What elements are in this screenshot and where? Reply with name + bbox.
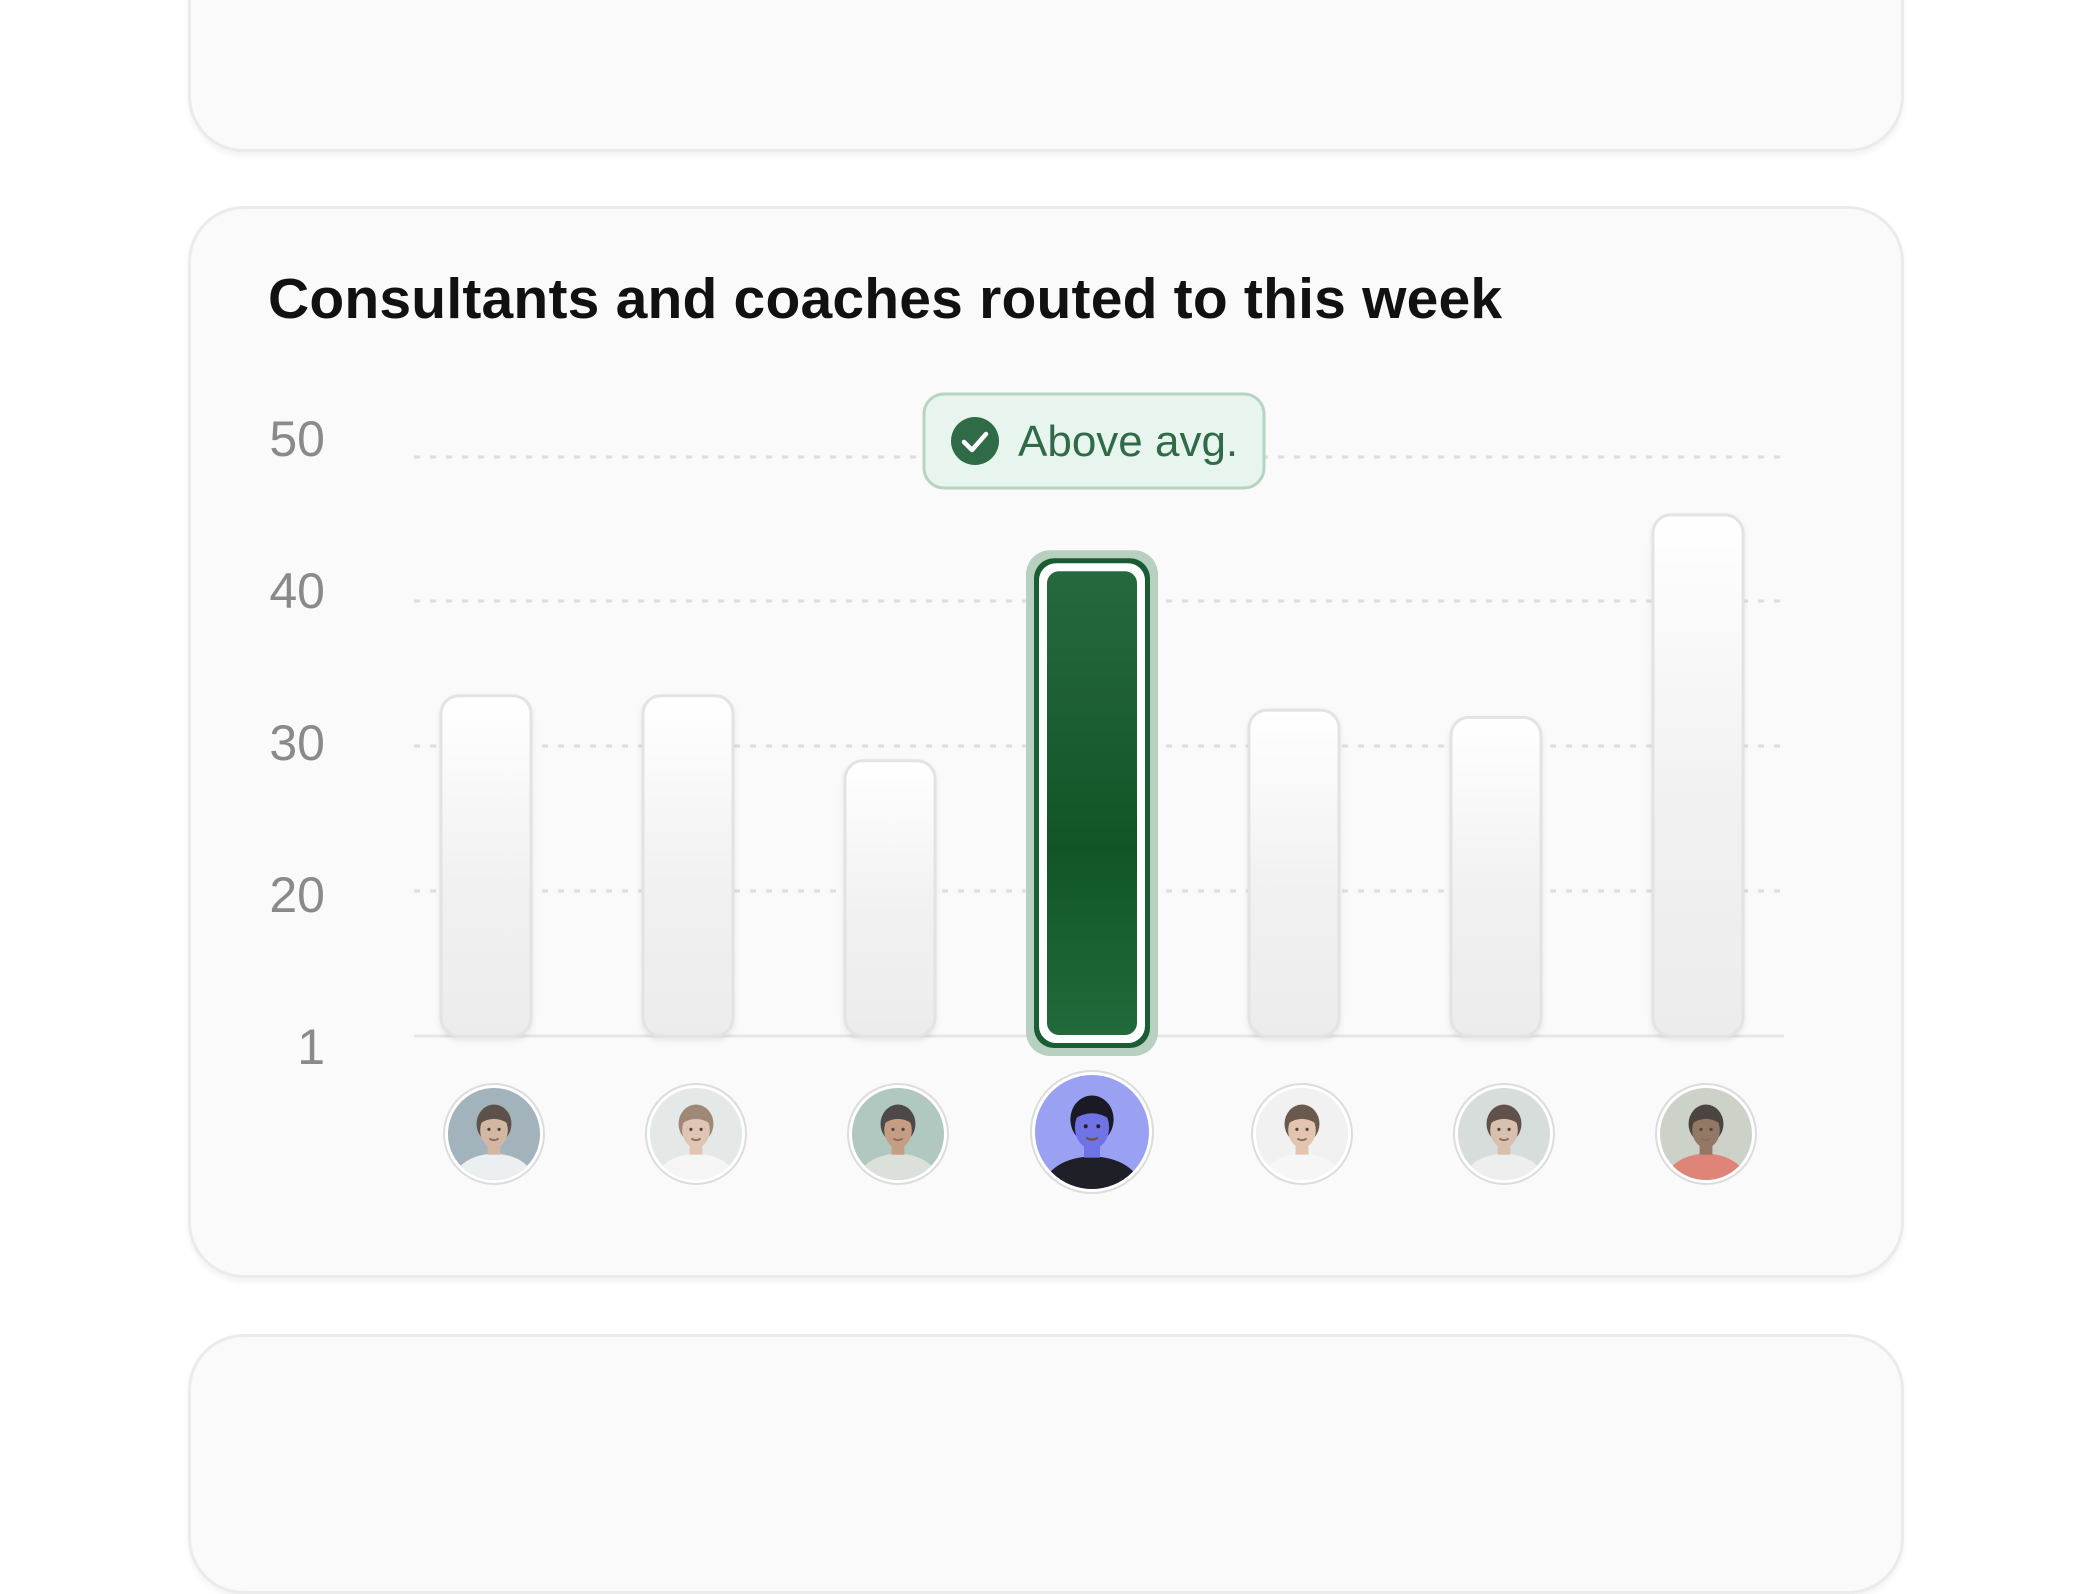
bar[interactable]	[1026, 550, 1158, 1056]
y-axis-ticks: 1 20 30 40 50	[269, 411, 325, 1075]
bars	[439, 513, 1745, 1056]
bar[interactable]	[1449, 715, 1543, 1038]
bar-chart: 1 20 30 40 50 Above avg.	[269, 392, 1784, 1219]
check-circle-icon	[951, 417, 999, 465]
next-card	[188, 1334, 1904, 1594]
bar[interactable]	[843, 759, 937, 1038]
annotation-label: Above avg.	[1018, 417, 1238, 466]
person-avatar-icon[interactable]	[645, 1083, 747, 1204]
person-avatar-icon[interactable]	[443, 1083, 545, 1204]
bar[interactable]	[1247, 708, 1341, 1038]
y-tick-label: 1	[297, 1019, 325, 1075]
y-tick-label: 20	[269, 867, 325, 923]
person-avatar-icon[interactable]	[1453, 1083, 1555, 1204]
person-avatar-icon[interactable]	[1030, 1070, 1154, 1219]
y-tick-label: 30	[269, 715, 325, 771]
bar[interactable]	[641, 694, 735, 1038]
person-avatar-icon[interactable]	[1251, 1083, 1353, 1204]
bar[interactable]	[439, 694, 533, 1038]
annotation-badge: Above avg.	[922, 392, 1266, 490]
person-avatar-icon[interactable]	[847, 1083, 949, 1204]
chart-title: Consultants and coaches routed to this w…	[268, 267, 1503, 331]
y-tick-label: 40	[269, 563, 325, 619]
bar[interactable]	[1651, 513, 1745, 1038]
above-avg-badge: Above avg.	[922, 392, 1266, 490]
y-tick-label: 50	[269, 411, 325, 467]
avatars	[443, 1070, 1757, 1219]
previous-card	[188, 0, 1904, 152]
person-avatar-icon[interactable]	[1655, 1083, 1757, 1204]
